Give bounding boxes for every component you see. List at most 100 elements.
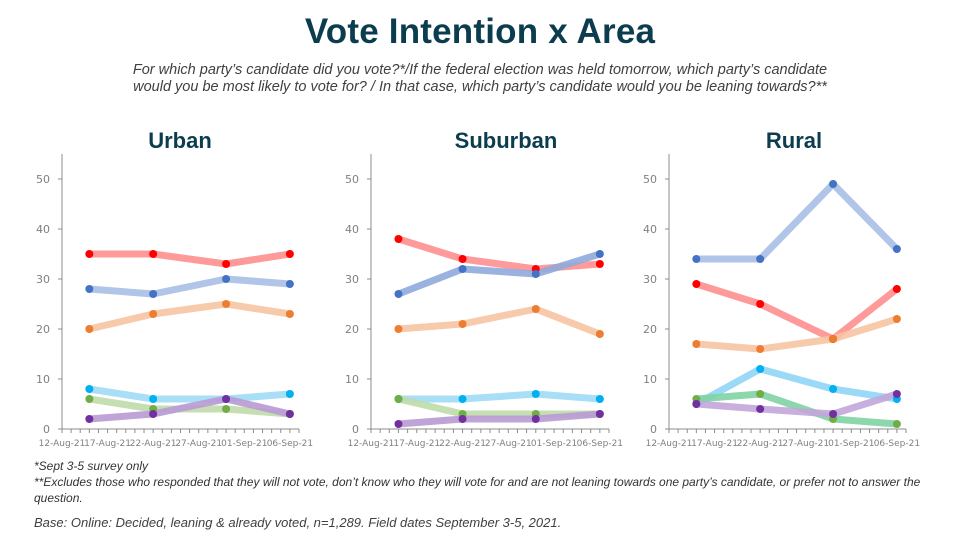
series-line-red <box>695 280 900 343</box>
data-point-purple <box>692 400 701 408</box>
data-point-orange <box>149 310 158 318</box>
data-point-purple <box>222 395 231 403</box>
y-tick-label: 20 <box>643 323 657 336</box>
data-point-blue <box>149 290 158 298</box>
y-tick-label: 30 <box>36 273 50 286</box>
data-point-green <box>85 395 94 403</box>
series-line-purple <box>89 395 291 423</box>
x-tick-label: 01-Sep-21 <box>221 439 267 449</box>
x-tick-label: 27-Aug-21 <box>485 439 532 449</box>
data-point-purple <box>595 410 604 418</box>
data-point-cyan <box>458 395 467 403</box>
data-point-orange <box>222 300 231 308</box>
data-point-red <box>892 285 901 293</box>
series-line-blue <box>397 250 601 298</box>
data-point-cyan <box>85 385 94 393</box>
y-tick-label: 50 <box>36 173 50 186</box>
x-tick-label: 06-Sep-21 <box>874 439 920 449</box>
x-tick-label: 27-Aug-21 <box>175 439 222 449</box>
series-line-green <box>696 390 898 428</box>
data-point-blue <box>756 255 765 263</box>
data-point-orange <box>458 320 467 328</box>
x-tick-label: 01-Sep-21 <box>531 439 577 449</box>
data-point-orange <box>595 330 604 338</box>
data-point-orange <box>892 315 901 323</box>
data-point-blue <box>222 275 231 283</box>
y-tick-label: 50 <box>345 173 359 186</box>
y-tick-label: 0 <box>352 423 359 436</box>
data-point-purple <box>756 405 765 413</box>
footnote-2: **Excludes those who responded that they… <box>34 475 921 505</box>
data-point-blue <box>829 180 838 188</box>
x-tick-label: 17-Aug-21 <box>84 439 131 449</box>
data-point-purple <box>829 410 838 418</box>
series-line-cyan <box>398 390 601 403</box>
data-point-orange <box>285 310 294 318</box>
data-point-cyan <box>829 385 838 393</box>
series-line-blue <box>696 180 900 263</box>
x-tick-label: 17-Aug-21 <box>691 439 738 449</box>
data-point-cyan <box>149 395 158 403</box>
data-point-cyan <box>756 365 765 373</box>
y-tick-label: 30 <box>345 273 359 286</box>
data-point-green <box>222 405 231 413</box>
data-point-red <box>149 250 158 258</box>
data-point-blue <box>892 245 901 253</box>
data-point-orange <box>692 340 701 348</box>
data-point-purple <box>394 420 403 428</box>
series-line-blue <box>89 275 291 298</box>
data-point-blue <box>595 250 604 258</box>
data-point-red <box>756 300 765 308</box>
data-point-purple <box>85 415 94 423</box>
data-point-red <box>222 260 231 268</box>
y-tick-label: 20 <box>36 323 50 336</box>
data-point-orange <box>394 325 403 333</box>
data-point-red <box>394 235 403 243</box>
data-point-purple <box>458 415 467 423</box>
y-tick-label: 0 <box>650 423 657 436</box>
data-point-green <box>756 390 765 398</box>
x-tick-label: 12-Aug-21 <box>348 439 395 449</box>
x-tick-label: 22-Aug-21 <box>130 439 177 449</box>
series-line-purple <box>398 410 601 428</box>
x-tick-label: 17-Aug-21 <box>393 439 440 449</box>
x-tick-label: 22-Aug-21 <box>439 439 486 449</box>
panel-title-rural: Rural <box>765 128 823 153</box>
y-tick-label: 50 <box>643 173 657 186</box>
chart-rural: 0 10 20 30 40 50 12-Aug-2117-Aug-2122-Aug-2127… <box>643 154 920 449</box>
base-note: Base: Online: Decided, leaning & already… <box>34 515 562 530</box>
data-point-blue <box>85 285 94 293</box>
subtitle-line-2: would you be most likely to vote for? / … <box>133 79 827 95</box>
data-point-blue <box>692 255 701 263</box>
panel-title-suburban: Suburban <box>454 128 558 153</box>
x-tick-label: 12-Aug-21 <box>39 439 86 449</box>
y-tick-label: 40 <box>643 223 657 236</box>
footnote-1: *Sept 3-5 survey only <box>34 459 149 473</box>
series-line-orange <box>88 300 291 333</box>
data-point-orange <box>531 305 540 313</box>
panel-title-urban: Urban <box>148 128 212 153</box>
data-point-purple <box>149 410 158 418</box>
data-point-cyan <box>595 395 604 403</box>
data-point-green <box>892 420 901 428</box>
data-point-cyan <box>531 390 540 398</box>
chart-suburban: 0 10 20 30 40 50 12-Aug-2117-Aug-2122-Aug-2127… <box>345 154 623 449</box>
page-title: Vote Intention x Area <box>304 12 656 51</box>
data-point-purple <box>892 390 901 398</box>
y-tick-label: 10 <box>345 373 359 386</box>
y-tick-label: 10 <box>36 373 50 386</box>
y-tick-label: 40 <box>36 223 50 236</box>
x-tick-label: 27-Aug-21 <box>782 439 829 449</box>
series-line-red <box>89 250 291 268</box>
series-line-orange <box>398 305 602 338</box>
series-line-purple <box>696 390 898 418</box>
y-tick-label: 10 <box>643 373 657 386</box>
series-line-orange <box>696 315 898 353</box>
subtitle: For which party’s candidate did you vote… <box>40 62 920 96</box>
x-tick-label: 12-Aug-21 <box>646 439 693 449</box>
x-tick-label: 01-Sep-21 <box>828 439 874 449</box>
data-point-red <box>692 280 701 288</box>
y-tick-label: 0 <box>43 423 50 436</box>
data-point-red <box>85 250 94 258</box>
data-point-orange <box>756 345 765 353</box>
